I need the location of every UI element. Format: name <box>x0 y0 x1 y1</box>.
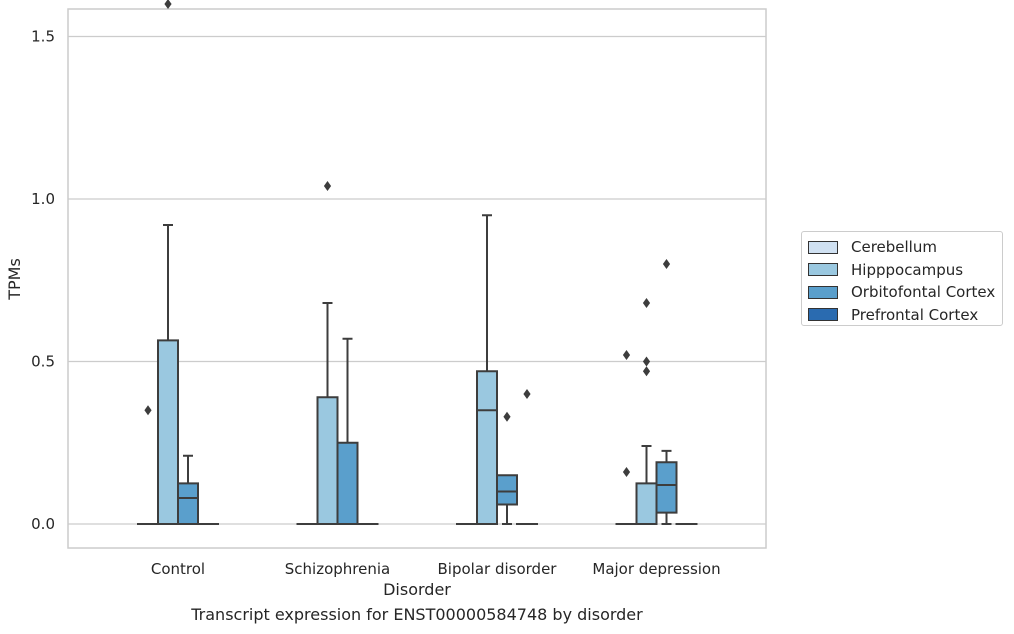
box-body <box>157 339 179 525</box>
legend-swatch <box>808 240 838 254</box>
legend: Cerebellum Hipppocampus Orbitofontal Corte… <box>801 231 1003 326</box>
box-2-3 <box>516 389 538 526</box>
outlier-point <box>642 356 651 367</box>
outlier-point <box>144 405 152 416</box>
box-2-2 <box>496 411 518 525</box>
x-tick-label: Control <box>151 560 205 578</box>
chart-caption: Transcript expression for ENST0000058474… <box>191 605 643 624</box>
x-tick-label: Bipolar disorder <box>438 560 558 578</box>
outlier-point <box>622 350 631 360</box>
y-tick-label: 1.0 <box>31 190 55 208</box>
x-tick-label: Major depression <box>592 560 720 578</box>
legend-label: Prefrontal Cortex <box>851 305 979 324</box>
outlier-point <box>323 181 332 191</box>
box-1-2 <box>336 337 359 525</box>
y-tick-label: 0.5 <box>31 353 55 371</box>
box-0-0 <box>137 405 159 526</box>
y-tick-label: 1.5 <box>31 28 55 46</box>
x-tick-labels: Control Schizophrenia Bipolar disorder Majo… <box>151 560 721 578</box>
outlier-point <box>503 411 511 422</box>
outlier-point <box>523 389 531 399</box>
legend-item: Hipppocampus <box>808 259 1002 282</box>
legend-swatch <box>808 263 838 277</box>
box-body <box>177 482 199 525</box>
box-body <box>635 482 658 525</box>
legend-item: Prefrontal Cortex <box>808 304 1002 327</box>
y-tick-labels: 0.00.51.01.52.02.53.0 <box>31 28 55 534</box>
box-body <box>655 461 678 514</box>
y-tick-label: 0.0 <box>31 515 55 533</box>
outlier-point <box>622 467 631 477</box>
x-axis-title: Disorder <box>383 580 451 599</box>
box-0-1 <box>157 0 179 525</box>
boxes <box>137 0 698 526</box>
box-body <box>316 396 339 525</box>
box-3-1 <box>635 298 658 525</box>
y-axis-title: TPMs <box>5 258 24 301</box>
box-body <box>476 370 498 525</box>
legend-item: Orbitofontal Cortex <box>808 281 1002 304</box>
outlier-point <box>662 259 671 269</box>
box-0-2 <box>177 454 199 525</box>
box-2-1 <box>476 214 498 525</box>
outlier-point <box>164 0 172 9</box>
legend-swatch <box>808 308 838 322</box>
x-tick-label: Schizophrenia <box>285 560 390 578</box>
legend-label: Cerebellum <box>851 238 937 257</box>
legend-label: Orbitofontal Cortex <box>851 283 996 302</box>
box-1-1 <box>316 181 339 525</box>
box-3-2 <box>655 259 678 525</box>
legend-label: Hipppocampus <box>851 260 964 279</box>
outlier-point <box>642 298 651 308</box>
box-body <box>336 441 359 525</box>
legend-swatch <box>808 285 838 299</box>
legend-item: Cerebellum <box>808 236 1002 259</box>
outlier-point <box>642 366 651 377</box>
box-body <box>496 474 518 506</box>
plot-area <box>67 8 767 549</box>
